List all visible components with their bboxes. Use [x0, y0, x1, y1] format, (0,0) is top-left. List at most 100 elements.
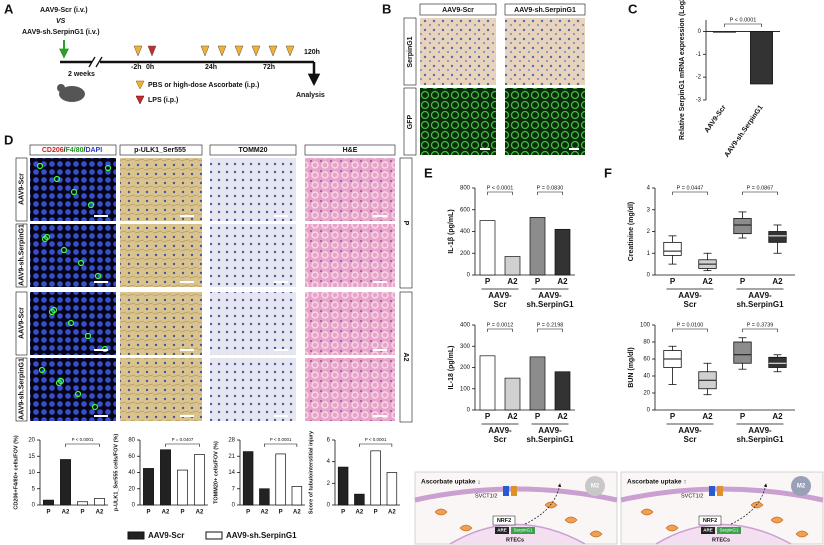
- y-tick-label: 100: [640, 323, 651, 329]
- row-header: AAV9-Scr: [18, 173, 25, 205]
- y-tick-label: 100: [460, 386, 471, 392]
- macrophage: [791, 476, 811, 496]
- column-header: TOMM20: [238, 147, 267, 154]
- row-header-box: [403, 17, 417, 86]
- p-value: P = 0.3739: [747, 322, 774, 328]
- bar: [529, 217, 546, 276]
- panel-letter: A: [4, 1, 14, 16]
- vs-label: VS: [56, 18, 66, 25]
- mitochondrion: [459, 524, 473, 532]
- group-box: [399, 291, 413, 423]
- group-label: P: [402, 221, 409, 226]
- y-tick-label: 0: [327, 503, 331, 509]
- group-box: [399, 157, 413, 289]
- y-tick-label: 6: [327, 438, 331, 444]
- uptake-label: Ascorbate uptake ↑: [627, 479, 687, 486]
- group-label: Scr: [684, 435, 697, 444]
- x-tick-label: AAV9-sh.SerpinG1: [724, 104, 765, 159]
- macrophage-label: M2: [591, 484, 600, 490]
- y-tick-label: 400: [460, 323, 471, 329]
- factor-box: [698, 515, 722, 526]
- x-tick-label: A2: [196, 510, 204, 516]
- significance-bracket: [537, 191, 563, 195]
- signal-arrow: [730, 483, 768, 525]
- chart: 0 20 40 60 80 p-ULK1_Ser555 cells/FOV (%) P A2 P…: [113, 434, 208, 516]
- stain-label: F4/80: [66, 147, 84, 154]
- treatment-mark: [200, 45, 210, 57]
- treatment-mark: [251, 45, 261, 57]
- macrophage-signal: [55, 379, 63, 387]
- p-value: P < 0.0001: [730, 17, 757, 23]
- transporter-label: SVCT1/2: [681, 493, 703, 499]
- separator: /: [64, 147, 66, 154]
- x-tick-label: AAV9-Scr: [704, 104, 728, 134]
- treatment-mark: [234, 45, 244, 57]
- element-label: ARE: [497, 528, 507, 533]
- y-tick-label: 5: [32, 486, 36, 492]
- x-tick-label: A2: [388, 510, 396, 516]
- significance-bracket: [672, 191, 708, 195]
- y-tick-label: 21: [228, 454, 235, 460]
- y-tick-label: 200: [460, 365, 471, 371]
- x-tick-label: P: [180, 510, 184, 516]
- bar: [259, 488, 270, 506]
- y-axis-label: p-ULK1_Ser555 cells/FOV (%): [113, 434, 119, 512]
- macrophage-signal: [36, 162, 44, 170]
- nucleus: [655, 523, 792, 545]
- macrophage-signal: [84, 332, 92, 340]
- micrograph: [210, 358, 296, 421]
- x-tick-label: A2: [293, 510, 301, 516]
- mouse-icon: [59, 86, 85, 102]
- macrophage-signal: [70, 188, 78, 196]
- treatment-mark: [217, 45, 227, 57]
- p-value: P = 0.0447: [677, 185, 704, 191]
- micrograph: [505, 88, 585, 155]
- y-tick-label: 2: [327, 481, 331, 487]
- significance-bracket: [165, 443, 200, 447]
- y-tick-label: -3: [696, 98, 702, 104]
- x-tick-label: P: [535, 412, 541, 421]
- row-header-box: [15, 223, 28, 288]
- y-tick-label: 7: [232, 486, 236, 492]
- column-header-box: [29, 144, 117, 156]
- column-header-box: [209, 144, 297, 156]
- significance-bracket: [359, 443, 393, 447]
- y-tick-label: 200: [460, 251, 471, 257]
- p-value: P = 0.0867: [747, 185, 774, 191]
- gene-label: SerpinG1: [719, 528, 739, 533]
- mitochondrion: [770, 516, 784, 524]
- transporter: [717, 486, 723, 496]
- x-tick-label: A2: [507, 412, 518, 421]
- legend-symbol: [135, 95, 145, 105]
- x-tick-label: A2: [356, 510, 364, 516]
- y-tick-label: 60: [643, 357, 650, 363]
- mitochondrion: [665, 524, 679, 532]
- p-value: P = 0.0830: [537, 185, 564, 191]
- y-tick-label: 80: [128, 438, 135, 444]
- legend-symbol: [135, 80, 145, 90]
- transporter: [503, 486, 509, 496]
- group-label: Scr: [494, 435, 507, 444]
- y-tick-label: 0: [232, 503, 236, 509]
- x-tick-label: P: [46, 510, 50, 516]
- mouse-icon: [57, 84, 65, 92]
- y-tick-label: -1: [696, 52, 702, 58]
- panel-letter: F: [604, 165, 612, 180]
- p-value: P < 0.0001: [72, 437, 94, 442]
- micrograph: [420, 88, 496, 155]
- p-value: P < 0.0001: [270, 437, 292, 442]
- micrograph: [305, 158, 395, 221]
- column-header-box: [304, 144, 396, 156]
- column-header: AAV9-Scr: [442, 7, 474, 14]
- time-label: 120h: [304, 49, 320, 56]
- x-tick-label: A2: [557, 277, 568, 286]
- significance-bracket: [487, 191, 513, 195]
- gene-box: [511, 527, 535, 534]
- p-value: P < 0.0001: [365, 437, 387, 442]
- bar: [479, 220, 496, 276]
- endpoint-label: Analysis: [296, 92, 325, 99]
- y-axis-label: TOMM20+ cells/FOV (%): [213, 441, 219, 504]
- y-axis-label: IL-1β (pg/mL): [448, 209, 455, 253]
- chart: 0 2 4 6 Score of tubulointerstitial injury P A…: [308, 430, 400, 516]
